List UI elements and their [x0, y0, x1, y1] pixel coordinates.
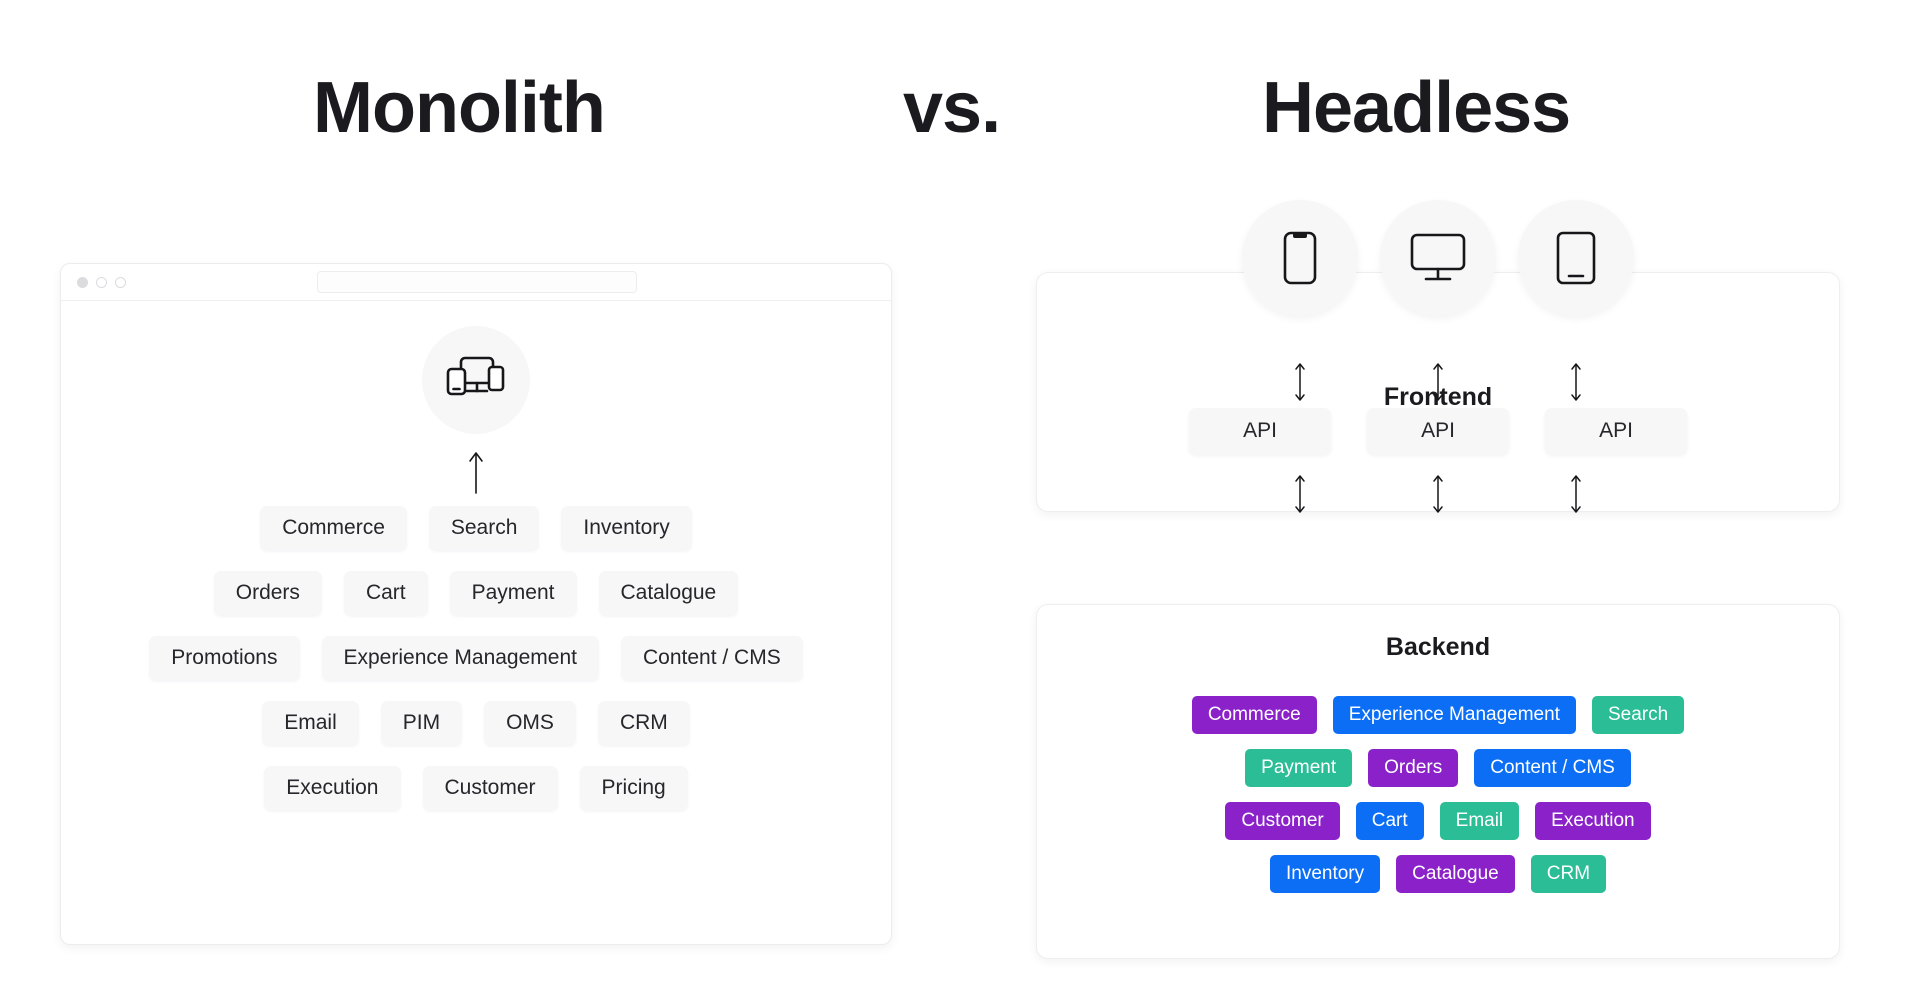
api-box-row: API API API [1036, 408, 1840, 454]
page-title-monolith: Monolith [313, 68, 606, 148]
tag-row: Execution Customer Pricing [61, 766, 891, 810]
page-title-headless: Headless [1262, 68, 1571, 148]
service-chip[interactable]: Inventory [1269, 855, 1381, 893]
backend-title: Backend [1385, 633, 1491, 661]
phone-icon [1242, 200, 1358, 316]
minimize-dot-icon[interactable] [96, 277, 107, 288]
monolith-tag-list: Commerce Search Inventory Orders Cart Pa… [61, 506, 891, 831]
service-chip[interactable]: Catalogue [1396, 855, 1515, 893]
backend-service-list: Commerce Experience Management Search Pa… [1037, 696, 1839, 893]
headless-architecture: Frontend API API API [1018, 200, 1858, 960]
service-chip[interactable]: Email [1439, 802, 1520, 840]
tag-item[interactable]: PIM [380, 701, 463, 745]
tag-item[interactable]: OMS [484, 701, 576, 745]
service-chip[interactable]: Experience Management [1332, 696, 1576, 734]
tablet-icon [1518, 200, 1634, 316]
chip-row: Payment Orders Content / CMS [1037, 749, 1839, 787]
tag-row: Email PIM OMS CRM [61, 701, 891, 745]
api-box[interactable]: API [1367, 408, 1509, 454]
tag-item[interactable]: Execution [264, 766, 401, 810]
tag-item[interactable]: Cart [343, 571, 428, 615]
service-chip[interactable]: Search [1591, 696, 1685, 734]
service-chip[interactable]: Orders [1368, 749, 1459, 787]
double-arrow-icon [1295, 363, 1305, 401]
device-circle-row [1018, 200, 1858, 320]
tag-row: Promotions Experience Management Content… [61, 636, 891, 680]
tag-item[interactable]: Payment [449, 571, 577, 615]
service-chip[interactable]: Cart [1355, 802, 1424, 840]
double-arrow-icon [1571, 363, 1581, 401]
browser-viewport: Commerce Search Inventory Orders Cart Pa… [61, 301, 891, 944]
tag-item[interactable]: Email [262, 701, 359, 745]
tag-item[interactable]: Customer [422, 766, 558, 810]
desktop-icon [1380, 200, 1496, 316]
double-arrow-icon [1295, 475, 1305, 513]
tag-item[interactable]: CRM [597, 701, 690, 745]
service-chip[interactable]: Commerce [1191, 696, 1317, 734]
tag-item[interactable]: Content / CMS [620, 636, 803, 680]
maximize-dot-icon[interactable] [115, 277, 126, 288]
double-arrow-icon [1433, 363, 1443, 401]
service-chip[interactable]: Execution [1535, 802, 1651, 840]
service-chip[interactable]: Customer [1225, 802, 1340, 840]
tag-item[interactable]: Promotions [149, 636, 300, 680]
tag-item[interactable]: Orders [213, 571, 322, 615]
chip-row: Customer Cart Email Execution [1037, 802, 1839, 840]
tag-item[interactable]: Search [428, 506, 540, 550]
title-row: Monolith vs. Headless [0, 62, 1920, 154]
double-arrow-icon [1433, 475, 1443, 513]
chip-row: Commerce Experience Management Search [1037, 696, 1839, 734]
service-chip[interactable]: Content / CMS [1474, 749, 1631, 787]
traffic-light-dots [77, 277, 126, 288]
api-box[interactable]: API [1545, 408, 1687, 454]
arrow-up-icon [469, 452, 483, 494]
multi-device-icon [422, 326, 530, 434]
api-box[interactable]: API [1189, 408, 1331, 454]
chip-row: Inventory Catalogue CRM [1037, 855, 1839, 893]
tag-row: Orders Cart Payment Catalogue [61, 571, 891, 615]
monolith-browser-window: Commerce Search Inventory Orders Cart Pa… [60, 263, 892, 945]
tag-row: Commerce Search Inventory [61, 506, 891, 550]
url-input[interactable] [317, 271, 637, 293]
tag-item[interactable]: Experience Management [321, 636, 599, 680]
tag-item[interactable]: Catalogue [598, 571, 739, 615]
service-chip[interactable]: Payment [1245, 749, 1353, 787]
frontend-to-api-arrows [1036, 360, 1840, 404]
tag-item[interactable]: Pricing [579, 766, 688, 810]
service-chip[interactable]: CRM [1530, 855, 1607, 893]
api-to-backend-arrows [1036, 472, 1840, 516]
backend-panel: Backend Commerce Experience Management S… [1036, 604, 1840, 959]
browser-title-bar [61, 264, 891, 301]
tag-item[interactable]: Commerce [260, 506, 407, 550]
close-dot-icon[interactable] [77, 277, 88, 288]
double-arrow-icon [1571, 475, 1581, 513]
page-title-vs: vs. [903, 68, 1001, 148]
tag-item[interactable]: Inventory [561, 506, 692, 550]
